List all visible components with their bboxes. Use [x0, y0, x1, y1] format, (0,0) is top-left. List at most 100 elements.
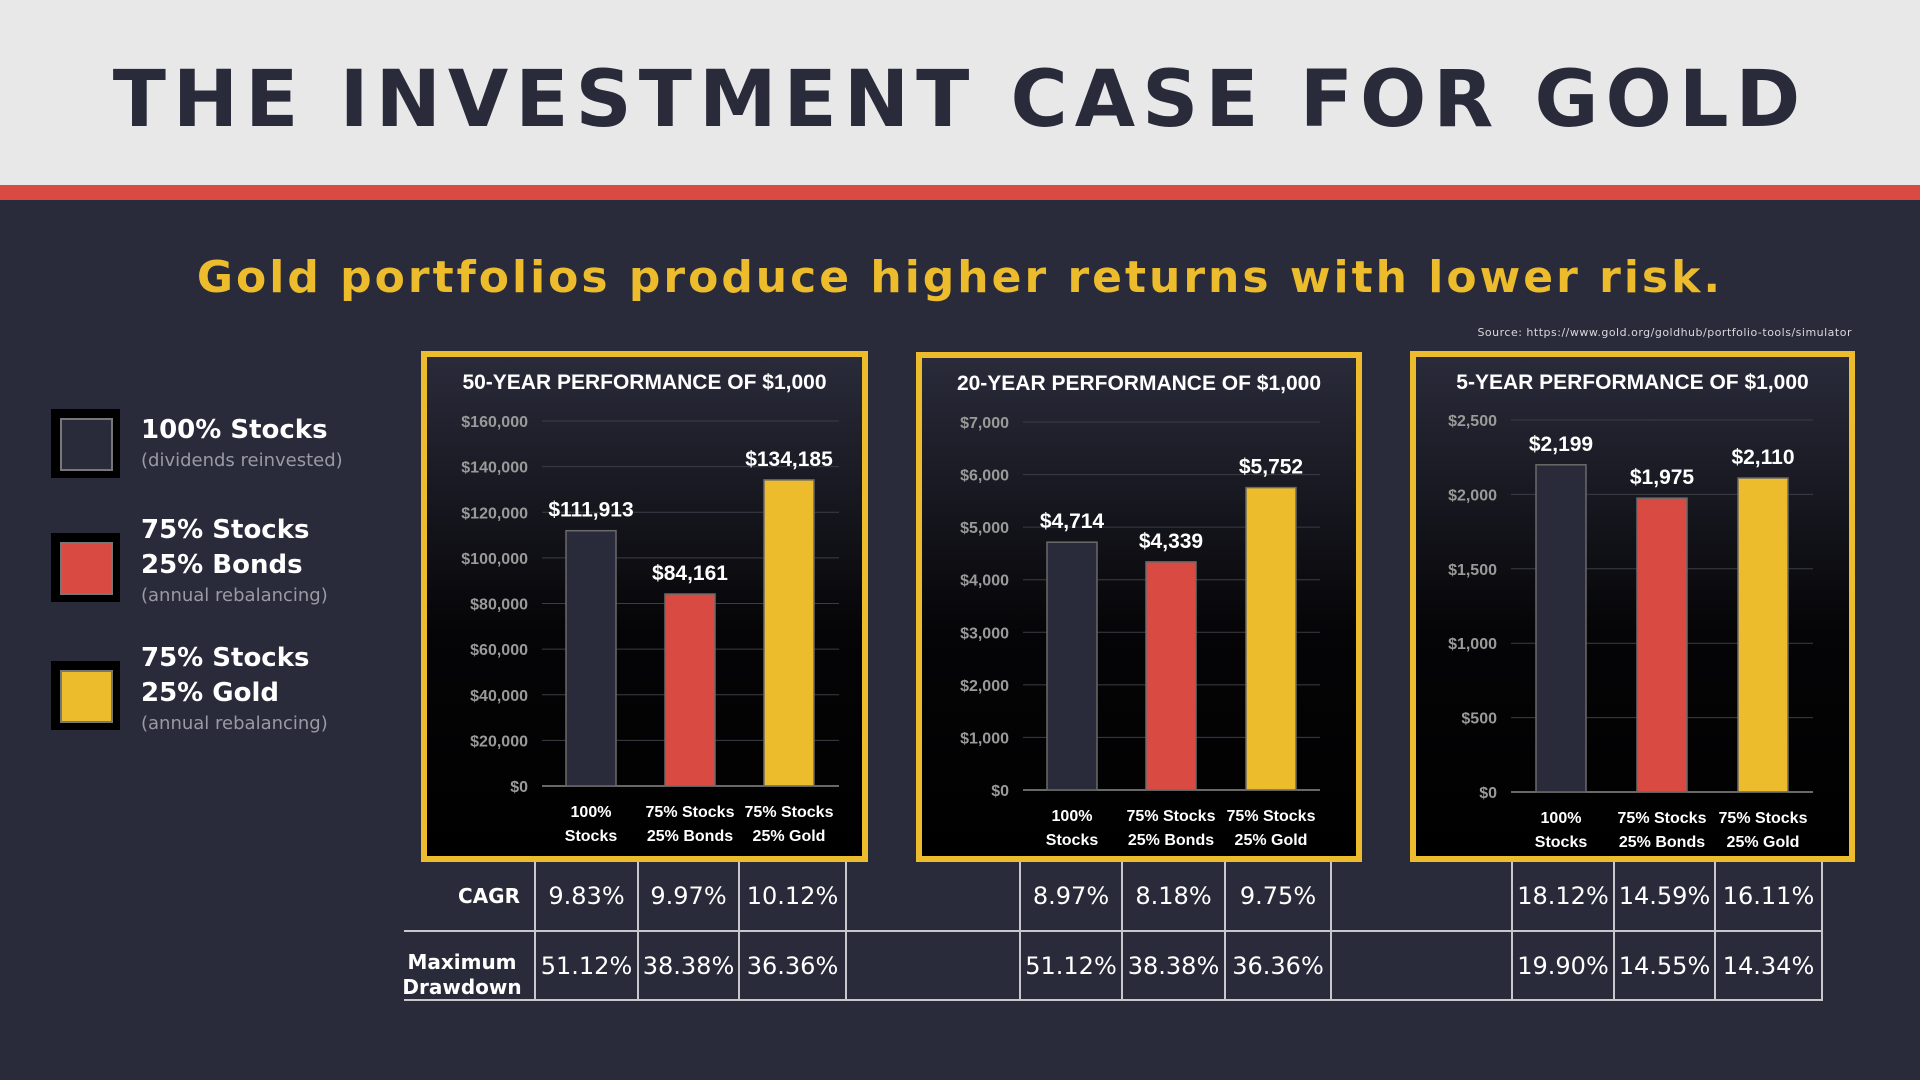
y-tick-label: $2,000 [1448, 487, 1497, 504]
bar [1046, 541, 1098, 791]
data-label: $134,185 [745, 448, 833, 471]
legend-label-line2: 25% Gold [141, 678, 280, 708]
source-note: Source: https://www.gold.org/goldhub/por… [1477, 326, 1852, 339]
chart-20-year: 20-YEAR PERFORMANCE OF $1,000 $0 $1,000 $2… [916, 352, 1362, 862]
x-tick-label: 25% Gold [1727, 834, 1800, 851]
chart-5-year-plot: $0 $500 $1,000 $1,500 $2,000 $2,500 $2,199 100%… [1448, 413, 1813, 851]
cagr-cell: 14.59% [1618, 882, 1711, 910]
drawdown-cell: 14.34% [1722, 951, 1815, 980]
drawdown-cell: 51.12% [540, 951, 633, 980]
row-header-cagr: CAGR [404, 862, 520, 930]
legend-swatch-frame [51, 409, 120, 478]
x-tick-label: 25% Bonds [647, 828, 733, 845]
y-tick-label: $140,000 [461, 460, 528, 477]
x-tick-label: 100% [1052, 808, 1093, 825]
cagr-cell: 18.12% [1517, 882, 1609, 910]
x-tick-label: 100% [571, 804, 612, 821]
row-header-label-line1: Maximum [407, 950, 517, 974]
y-tick-label: $40,000 [470, 688, 528, 705]
x-tick-label: 25% Gold [753, 828, 826, 845]
cagr-cell: 9.75% [1239, 882, 1317, 910]
drawdown-cell: 19.90% [1517, 951, 1609, 980]
data-label: $2,199 [1529, 433, 1593, 456]
table-bottom-border [404, 999, 1823, 1001]
chart-title: 20-YEAR PERFORMANCE OF $1,000 [956, 372, 1322, 395]
accent-band [0, 185, 1920, 200]
data-label: $5,752 [1239, 456, 1303, 479]
drawdown-cell: 38.38% [642, 951, 735, 980]
cagr-cell: 16.11% [1722, 882, 1815, 910]
drawdown-cell: 36.36% [1232, 951, 1324, 980]
y-tick-label: $0 [991, 783, 1009, 800]
bar [1636, 497, 1688, 793]
y-tick-label: $7,000 [960, 415, 1009, 432]
y-tick-label: $0 [1479, 785, 1497, 802]
x-tick-label: Stocks [1046, 832, 1099, 849]
data-label: $4,339 [1139, 530, 1203, 553]
legend-label-line1: 75% Stocks [141, 515, 310, 545]
y-tick-label: $0 [510, 779, 528, 796]
x-tick-label: 75% Stocks [1227, 808, 1316, 825]
data-label: $4,714 [1040, 510, 1105, 533]
data-label: $111,913 [548, 499, 633, 522]
y-tick-label: $3,000 [960, 625, 1009, 642]
data-label: $2,110 [1731, 446, 1794, 469]
cagr-cell: 10.12% [746, 882, 839, 910]
chart-20-year-plot: $0 $1,000 $2,000 $3,000 $4,000 $5,000 $6,000 $7… [960, 415, 1320, 849]
legend-swatch-gold [60, 670, 113, 723]
legend-label: 100% Stocks [141, 415, 328, 445]
bar [1737, 477, 1789, 793]
y-tick-label: $1,500 [1448, 562, 1497, 579]
y-tick-label: $60,000 [470, 642, 528, 659]
bar [763, 479, 815, 787]
x-tick-label: 75% Stocks [1618, 810, 1707, 827]
legend-label-line1: 75% Stocks [141, 643, 310, 673]
y-tick-label: $500 [1461, 711, 1497, 728]
chart-5-year: 5-YEAR PERFORMANCE OF $1,000 $0 $500 $1,00… [1410, 351, 1855, 862]
x-tick-label: 75% Stocks [1719, 810, 1808, 827]
chart-50-year: 50-YEAR PERFORMANCE OF $1,000 $0 $20,000 $… [421, 351, 868, 862]
chart-title: 50-YEAR PERFORMANCE OF $1,000 [462, 371, 827, 394]
x-tick-label: 75% Stocks [1127, 808, 1216, 825]
x-tick-label: 25% Gold [1235, 832, 1308, 849]
x-tick-label: 75% Stocks [745, 804, 834, 821]
bar [1245, 486, 1297, 791]
legend-note: (annual rebalancing) [141, 713, 328, 734]
drawdown-cell: 38.38% [1127, 951, 1220, 980]
legend-swatch-frame [51, 533, 120, 602]
x-tick-label: 100% [1541, 810, 1582, 827]
bar [664, 593, 716, 787]
y-tick-label: $5,000 [960, 520, 1009, 537]
y-tick-label: $6,000 [960, 468, 1009, 485]
y-tick-label: $2,500 [1448, 413, 1497, 430]
chart-50-year-plot: $0 $20,000 $40,000 $60,000 $80,000 $100,000 $1… [461, 414, 839, 845]
row-header-max-drawdown: Maximum Drawdown [402, 930, 521, 1000]
bar [1145, 561, 1197, 791]
x-tick-label: 25% Bonds [1619, 834, 1705, 851]
y-tick-label: $80,000 [470, 597, 528, 614]
y-tick-label: $120,000 [461, 505, 528, 522]
y-tick-label: $20,000 [470, 733, 528, 750]
drawdown-cell: 51.12% [1025, 951, 1117, 980]
chart-title: 5-YEAR PERFORMANCE OF $1,000 [1456, 371, 1809, 394]
cagr-cell: 8.97% [1032, 882, 1110, 910]
drawdown-cell: 36.36% [746, 951, 839, 980]
cagr-cell: 8.18% [1135, 882, 1212, 910]
legend-note: (dividends reinvested) [141, 450, 343, 471]
y-tick-label: $1,000 [960, 730, 1009, 747]
page-title: THE INVESTMENT CASE FOR GOLD [112, 55, 1808, 145]
y-tick-label: $100,000 [461, 551, 528, 568]
x-tick-label: 25% Bonds [1128, 832, 1214, 849]
legend-note: (annual rebalancing) [141, 585, 328, 606]
cagr-cell: 9.83% [548, 882, 625, 910]
x-tick-label: Stocks [1535, 834, 1588, 851]
x-tick-label: Stocks [565, 828, 618, 845]
row-header-label: CAGR [458, 883, 520, 908]
data-label: $84,161 [652, 562, 728, 585]
drawdown-cell: 14.55% [1618, 951, 1711, 980]
legend-swatch-frame [51, 661, 120, 730]
header-band [0, 0, 1920, 185]
legend-label-line2: 25% Bonds [141, 550, 303, 580]
x-tick-label: 75% Stocks [646, 804, 735, 821]
legend-swatch-stocks [60, 418, 113, 471]
